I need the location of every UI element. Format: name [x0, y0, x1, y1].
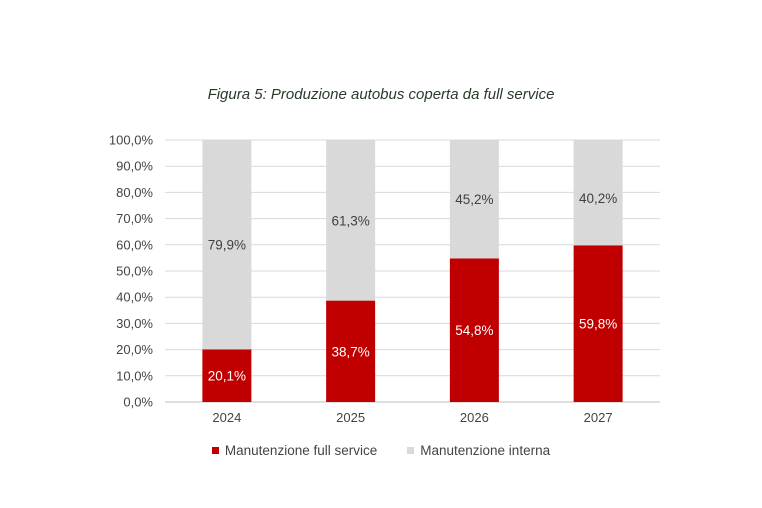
y-tick-label: 40,0%	[116, 290, 153, 305]
bar-interna	[573, 140, 623, 246]
bar-full-service	[449, 258, 499, 402]
data-label-full-service: 54,8%	[455, 323, 493, 338]
bar-full-service	[573, 245, 623, 402]
bar-interna	[449, 140, 499, 259]
legend-swatch-full-service	[211, 447, 219, 454]
legend-label-full-service: Manutenzione full service	[224, 443, 378, 458]
legend-swatch-interna	[407, 447, 415, 454]
data-label-full-service: 38,7%	[331, 344, 369, 359]
data-label-full-service: 59,8%	[579, 317, 617, 332]
data-label-full-service: 20,1%	[208, 369, 246, 384]
y-tick-label: 60,0%	[116, 237, 153, 252]
x-tick-label: 2025	[336, 410, 365, 425]
y-tick-label: 100,0%	[109, 133, 154, 148]
x-tick-label: 2024	[212, 410, 241, 425]
legend-label-interna: Manutenzione interna	[420, 443, 551, 458]
bar-interna	[202, 140, 252, 350]
y-tick-label: 70,0%	[116, 211, 153, 226]
data-label-interna: 45,2%	[455, 192, 493, 207]
bar-full-service	[202, 349, 252, 402]
x-tick-label: 2026	[460, 410, 489, 425]
y-tick-label: 0,0%	[123, 395, 153, 410]
legend-item-full-service: Manutenzione full service	[211, 443, 378, 458]
y-tick-label: 80,0%	[116, 185, 153, 200]
y-tick-label: 30,0%	[116, 316, 153, 331]
y-tick-label: 20,0%	[116, 342, 153, 357]
bar-full-service	[326, 300, 376, 402]
data-label-interna: 40,2%	[579, 191, 617, 206]
legend-item-interna: Manutenzione interna	[407, 443, 550, 458]
y-tick-label: 90,0%	[116, 159, 153, 174]
y-tick-label: 10,0%	[116, 368, 153, 383]
data-label-interna: 79,9%	[208, 238, 246, 253]
legend: Manutenzione full service Manutenzione i…	[0, 443, 762, 458]
data-label-interna: 61,3%	[331, 213, 369, 228]
y-tick-label: 50,0%	[116, 264, 153, 279]
chart-title: Figura 5: Produzione autobus coperta da …	[207, 86, 555, 103]
x-tick-label: 2027	[584, 410, 613, 425]
bar-interna	[326, 140, 376, 301]
